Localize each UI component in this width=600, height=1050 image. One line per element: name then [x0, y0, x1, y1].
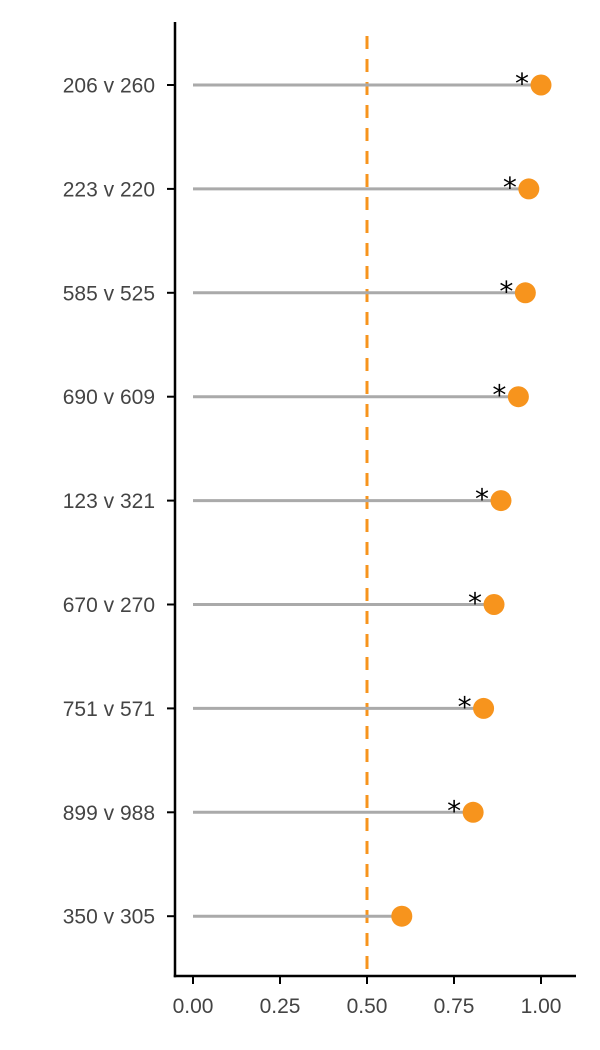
y-tick-label: 206 v 260 [63, 75, 155, 98]
lollipop-point [462, 801, 484, 823]
lollipop-point [514, 282, 536, 304]
x-tick-label: 0.75 [434, 995, 475, 1018]
significance-marker: * [447, 794, 461, 827]
significance-marker: * [475, 483, 489, 516]
x-tick-label: 0.25 [260, 995, 301, 1018]
y-tick-label: 899 v 988 [63, 802, 155, 825]
lollipop-point [483, 594, 505, 615]
significance-marker: * [503, 171, 517, 204]
lollipop-point [391, 905, 413, 927]
significance-marker: * [499, 275, 513, 308]
y-tick-label: 123 v 321 [63, 490, 155, 513]
x-tick-label: 0.00 [173, 995, 214, 1018]
y-tick-label: 751 v 571 [63, 698, 155, 721]
x-tick-label: 1.00 [521, 995, 562, 1018]
significance-marker: * [492, 379, 506, 412]
lollipop-point [473, 697, 495, 719]
significance-marker: * [468, 587, 482, 620]
lollipop-point [530, 74, 552, 96]
lollipop-point [507, 386, 529, 408]
lollipop-point [490, 490, 512, 512]
y-tick-label: 690 v 609 [63, 386, 155, 409]
lollipop-point [518, 178, 540, 200]
y-tick-label: 670 v 270 [63, 594, 155, 617]
significance-marker: * [515, 67, 529, 100]
significance-marker: * [458, 690, 472, 723]
y-tick-label: 223 v 220 [63, 178, 155, 201]
y-tick-label: 350 v 305 [63, 906, 155, 929]
plot-area: * 206 v 260 * 223 v 220 * 585 v 525 * 690 v 609… [63, 22, 576, 1018]
x-tick-label: 0.50 [347, 995, 388, 1018]
y-tick-label: 585 v 525 [63, 282, 155, 305]
